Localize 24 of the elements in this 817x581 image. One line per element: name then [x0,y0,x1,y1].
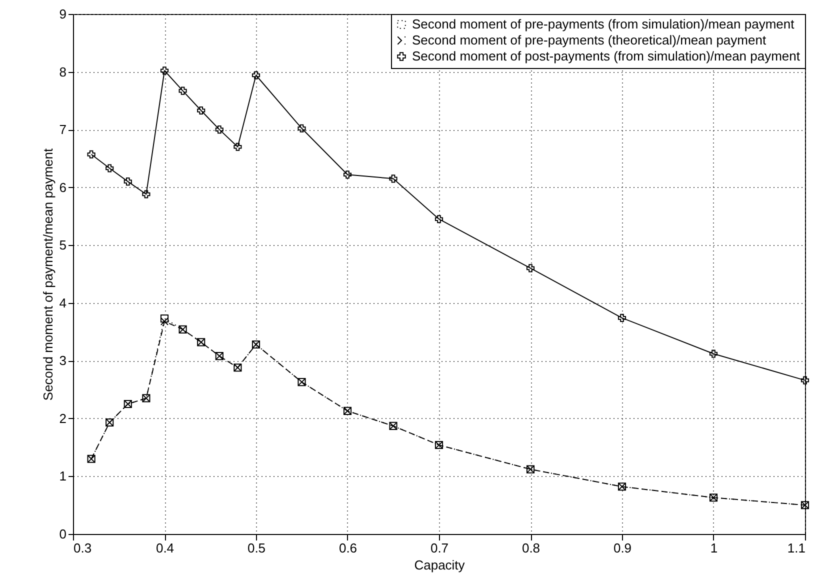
x-tick-label: 0.6 [338,540,358,556]
legend-label: Second moment of post-payments (from simulation)/mean payment [412,48,800,64]
x-tick-label: 0.5 [247,540,266,556]
x-axis-title: Capacity [414,558,466,572]
x-tick-label: 0.4 [156,540,174,556]
y-tick-label: 3 [59,353,66,368]
y-tick-label: 0 [59,526,66,542]
x-tick-label: 0.8 [522,540,540,556]
y-tick-label: 2 [59,410,66,426]
y-tick-label: 8 [59,64,66,80]
y-tick-label: 5 [59,238,66,253]
y-axis-title: Second moment of payment/mean payment [40,148,56,401]
y-tick-label: 4 [59,295,66,310]
y-tick-label: 7 [59,122,66,138]
y-tick-label: 6 [59,180,66,195]
x-tick-label: 1 [710,540,718,556]
x-tick-label: 0.9 [613,540,632,556]
x-tick-label: 0.7 [430,540,449,556]
y-tick-label: 1 [59,468,66,484]
x-tick-label: 1.1 [787,540,806,556]
x-tick-label: 0.3 [74,540,92,556]
legend-label: Second moment of pre-payments (theoretical)/mean payment [412,32,766,48]
legend-label: Second moment of pre-payments (from simulation)/mean payment [412,16,795,32]
y-tick-label: 9 [59,6,66,22]
